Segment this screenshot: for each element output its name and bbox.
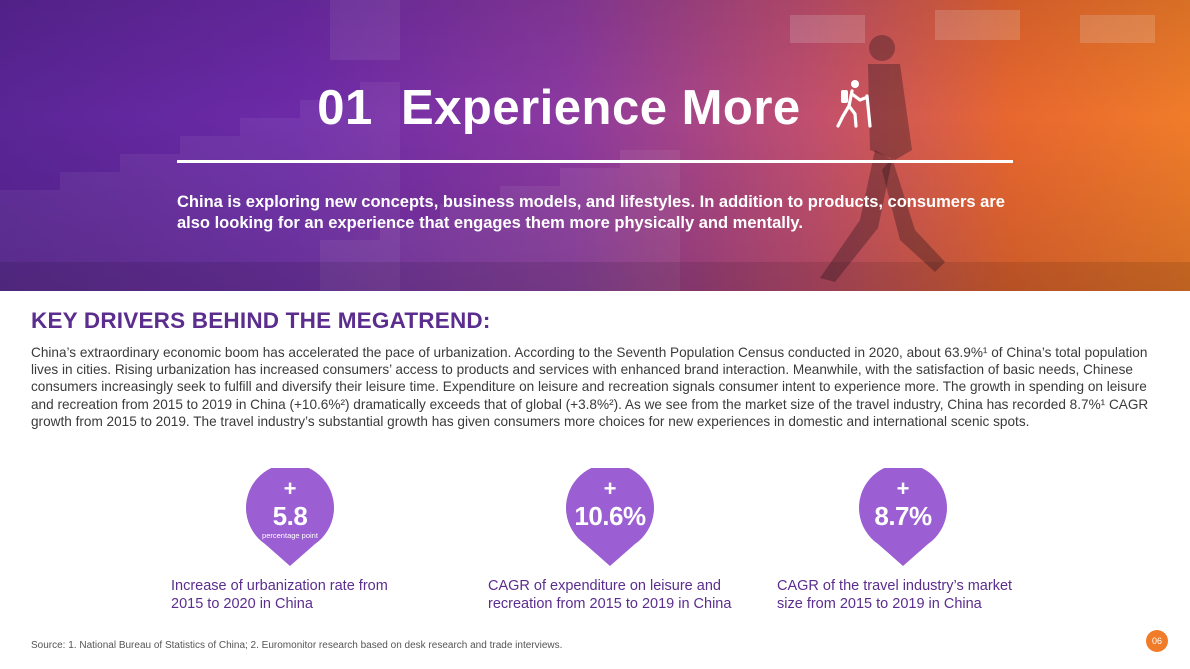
page-title: 01 Experience More xyxy=(0,78,1190,142)
hero-background-image xyxy=(0,0,1190,291)
stat-plus: + xyxy=(896,476,910,501)
stat-description-line: CAGR of the travel industry’s market xyxy=(777,578,1013,594)
stat-pin: + 5.8 percentage point xyxy=(245,468,335,568)
title-text: Experience More xyxy=(400,81,801,135)
stat-value: 5.8 xyxy=(272,501,308,531)
stat-plus: + xyxy=(603,476,617,501)
stat-pin: + 10.6% xyxy=(565,468,655,568)
stat-description-line: 2015 to 2020 in China xyxy=(171,595,313,612)
stat-plus: + xyxy=(283,476,297,501)
stat-description: CAGR of expenditure on leisure and recre… xyxy=(488,578,731,613)
stat-description-line: CAGR of expenditure on leisure and xyxy=(488,578,721,594)
source-note: Source: 1. National Bureau of Statistics… xyxy=(31,640,563,651)
section-body: China’s extraordinary economic boom has … xyxy=(31,345,1149,429)
title-number: 01 xyxy=(317,81,373,135)
title-divider xyxy=(177,160,1013,163)
page-number-badge: 06 xyxy=(1146,630,1168,652)
stat-pin: + 8.7% xyxy=(858,468,948,568)
hiker-icon xyxy=(829,78,873,142)
hero-banner xyxy=(0,0,1190,291)
hero-subtitle: China is exploring new concepts, busines… xyxy=(177,193,1005,232)
stat-description-line: recreation from 2015 to 2019 in China xyxy=(488,595,732,612)
stat-value: 8.7% xyxy=(874,501,932,531)
section-heading: KEY DRIVERS BEHIND THE MEGATREND: xyxy=(31,308,491,333)
stat-description-line: Increase of urbanization rate from xyxy=(171,578,388,594)
stat-unit: percentage point xyxy=(262,531,318,540)
stat-description: Increase of urbanization rate from 2015 … xyxy=(171,578,388,613)
stat-description-line: size from 2015 to 2019 in China xyxy=(777,595,982,612)
stat-description: CAGR of the travel industry’s market siz… xyxy=(777,578,1012,613)
stat-value: 10.6% xyxy=(574,501,646,531)
